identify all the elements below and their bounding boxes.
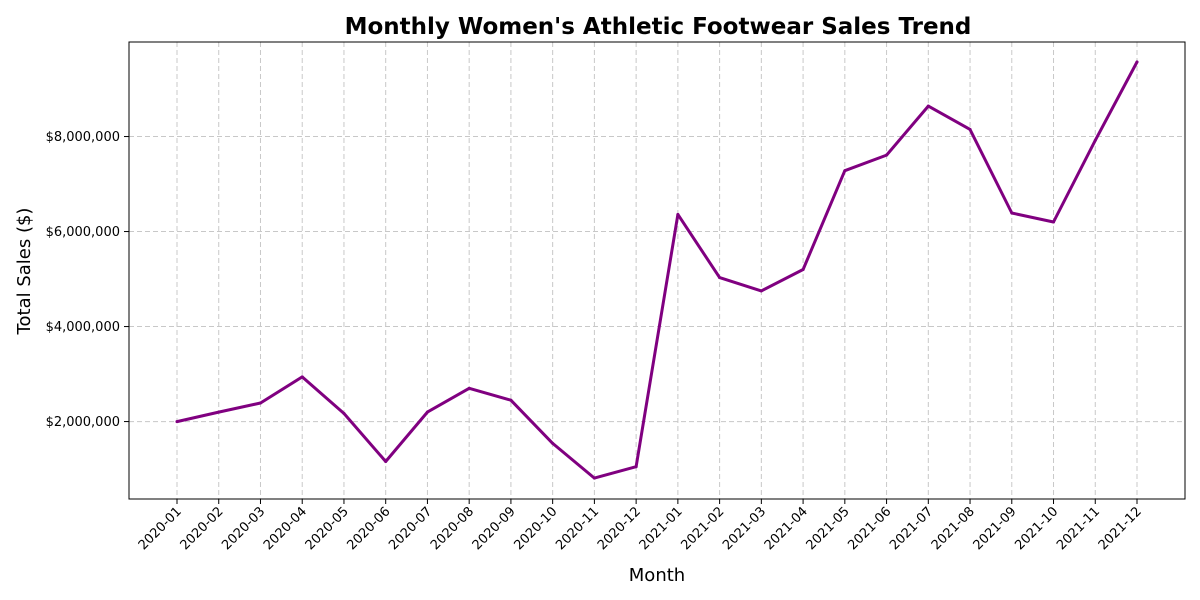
x-tick-label: 2020-04 [261,504,310,553]
y-tick-label: $6,000,000 [46,225,120,240]
x-tick-label: 2020-07 [386,504,435,553]
x-tick-label: 2020-08 [428,504,477,553]
y-tick-label: $2,000,000 [46,415,120,430]
x-tick-label: 2021-08 [929,504,978,553]
x-axis-label: Month [629,565,685,586]
x-tick-label: 2020-06 [345,504,394,553]
series-line [175,60,1139,480]
x-tick-label: 2021-03 [720,504,769,553]
x-tick-label: 2020-11 [553,504,602,553]
x-tick-label: 2020-12 [595,504,644,553]
x-tick-label: 2021-06 [845,504,894,553]
x-tick-label: 2021-04 [762,504,811,553]
data-point [843,169,847,173]
x-tick-label: 2020-05 [303,504,352,553]
x-tick-label: 2021-05 [804,504,853,553]
y-tick-label: $8,000,000 [46,130,120,145]
data-point [1052,220,1056,224]
chart-title: Monthly Women's Athletic Footwear Sales … [345,14,972,40]
data-point [217,410,221,414]
data-point [1010,211,1014,215]
x-tick-label: 2021-02 [678,504,727,553]
data-point [634,465,638,469]
x-tick-label: 2020-09 [470,504,519,553]
data-point [718,276,722,280]
y-axis-label: Total Sales ($) [14,208,35,336]
x-tick-label: 2021-11 [1054,504,1103,553]
data-point [342,411,346,415]
x-tick-label: 2020-01 [136,504,185,553]
data-point [592,476,596,480]
x-tick-label: 2020-02 [178,504,227,553]
x-tick-label: 2021-10 [1012,504,1061,553]
x-tick-label: 2021-09 [971,504,1020,553]
y-axis: $2,000,000 $4,000,000 $6,000,000 $8,000,000 [46,130,129,430]
x-tick-label: 2021-01 [637,504,686,553]
data-point [1135,60,1139,64]
data-point [801,268,805,272]
data-point [425,410,429,414]
data-point [1093,138,1097,142]
data-point [759,289,763,293]
x-tick-label: 2021-07 [887,504,936,553]
data-point [676,212,680,216]
data-point [509,398,513,402]
x-tick-label: 2020-03 [219,504,268,553]
x-axis: 2020-012020-022020-032020-042020-052020-… [136,499,1145,553]
data-point [551,441,555,445]
data-point [926,104,930,108]
data-point [885,153,889,157]
x-tick-label: 2020-10 [511,504,560,553]
plot-frame [128,41,1186,500]
data-point [175,420,179,424]
x-tick-label: 2021-12 [1096,504,1145,553]
data-point [300,375,304,379]
grid [129,42,1185,499]
data-point [384,459,388,463]
series-line-layer [175,60,1139,480]
data-point [258,401,262,405]
data-point [467,386,471,390]
data-point [968,127,972,131]
y-tick-label: $4,000,000 [46,320,120,335]
